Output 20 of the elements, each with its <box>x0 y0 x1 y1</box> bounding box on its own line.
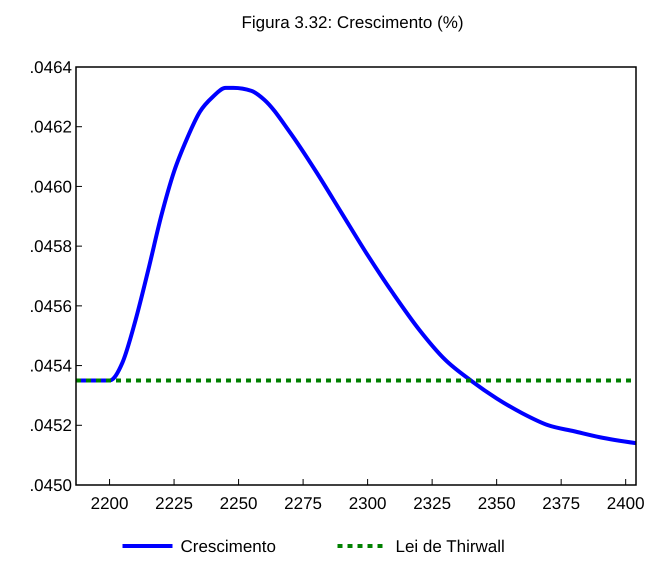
x-tick-label: 2350 <box>478 494 516 513</box>
x-tick-label: 2400 <box>606 494 645 513</box>
y-tick-label: .0450 <box>29 476 72 495</box>
x-tick-label: 2225 <box>155 494 193 513</box>
y-tick-label: .0464 <box>29 58 72 77</box>
y-tick-label: .0462 <box>29 118 72 137</box>
legend-label: Crescimento <box>180 536 276 556</box>
x-tick-label: 2375 <box>542 494 580 513</box>
chart-title: Figura 3.32: Crescimento (%) <box>241 13 464 32</box>
x-tick-label: 2325 <box>413 494 452 513</box>
y-tick-label: .0458 <box>29 237 72 256</box>
y-tick-label: .0452 <box>29 416 72 436</box>
x-tick-label: 2275 <box>284 494 322 513</box>
y-tick-label: .0460 <box>29 177 72 196</box>
legend-label: Lei de Thirwall <box>396 536 505 556</box>
y-tick-label: .0456 <box>29 296 72 316</box>
x-tick-label: 2200 <box>90 494 128 513</box>
x-tick-label: 2250 <box>220 494 258 513</box>
x-tick-label: 2300 <box>348 494 387 513</box>
y-tick-label: .0454 <box>29 356 72 376</box>
